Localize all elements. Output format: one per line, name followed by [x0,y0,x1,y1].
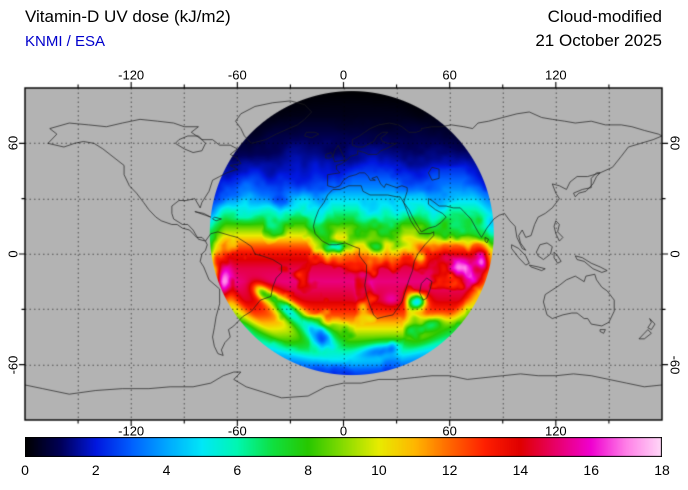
colorbar-tick-label: 4 [162,462,171,478]
colorbar-tick-label: 18 [654,462,670,478]
colorbar-tick-label: 16 [583,462,600,478]
date-label: 21 October 2025 [535,31,662,50]
colorbar-canvas [25,437,662,457]
world-map-canvas [15,78,673,430]
colorbar-tick-label: 12 [441,462,458,478]
source-label: KNMI / ESA [25,33,106,50]
colorbar-tick-label: 8 [304,462,313,478]
mode-label: Cloud-modified [547,7,662,26]
colorbar-tick-label: 10 [371,462,387,478]
colorbar-tick-label: 0 [21,462,29,478]
colorbar-tick-label: 6 [233,462,242,478]
colorbar-tick-label: 2 [91,462,100,478]
page-title: Vitamin-D UV dose (kJ/m2) [25,7,231,26]
colorbar-tick-label: 14 [512,462,529,478]
